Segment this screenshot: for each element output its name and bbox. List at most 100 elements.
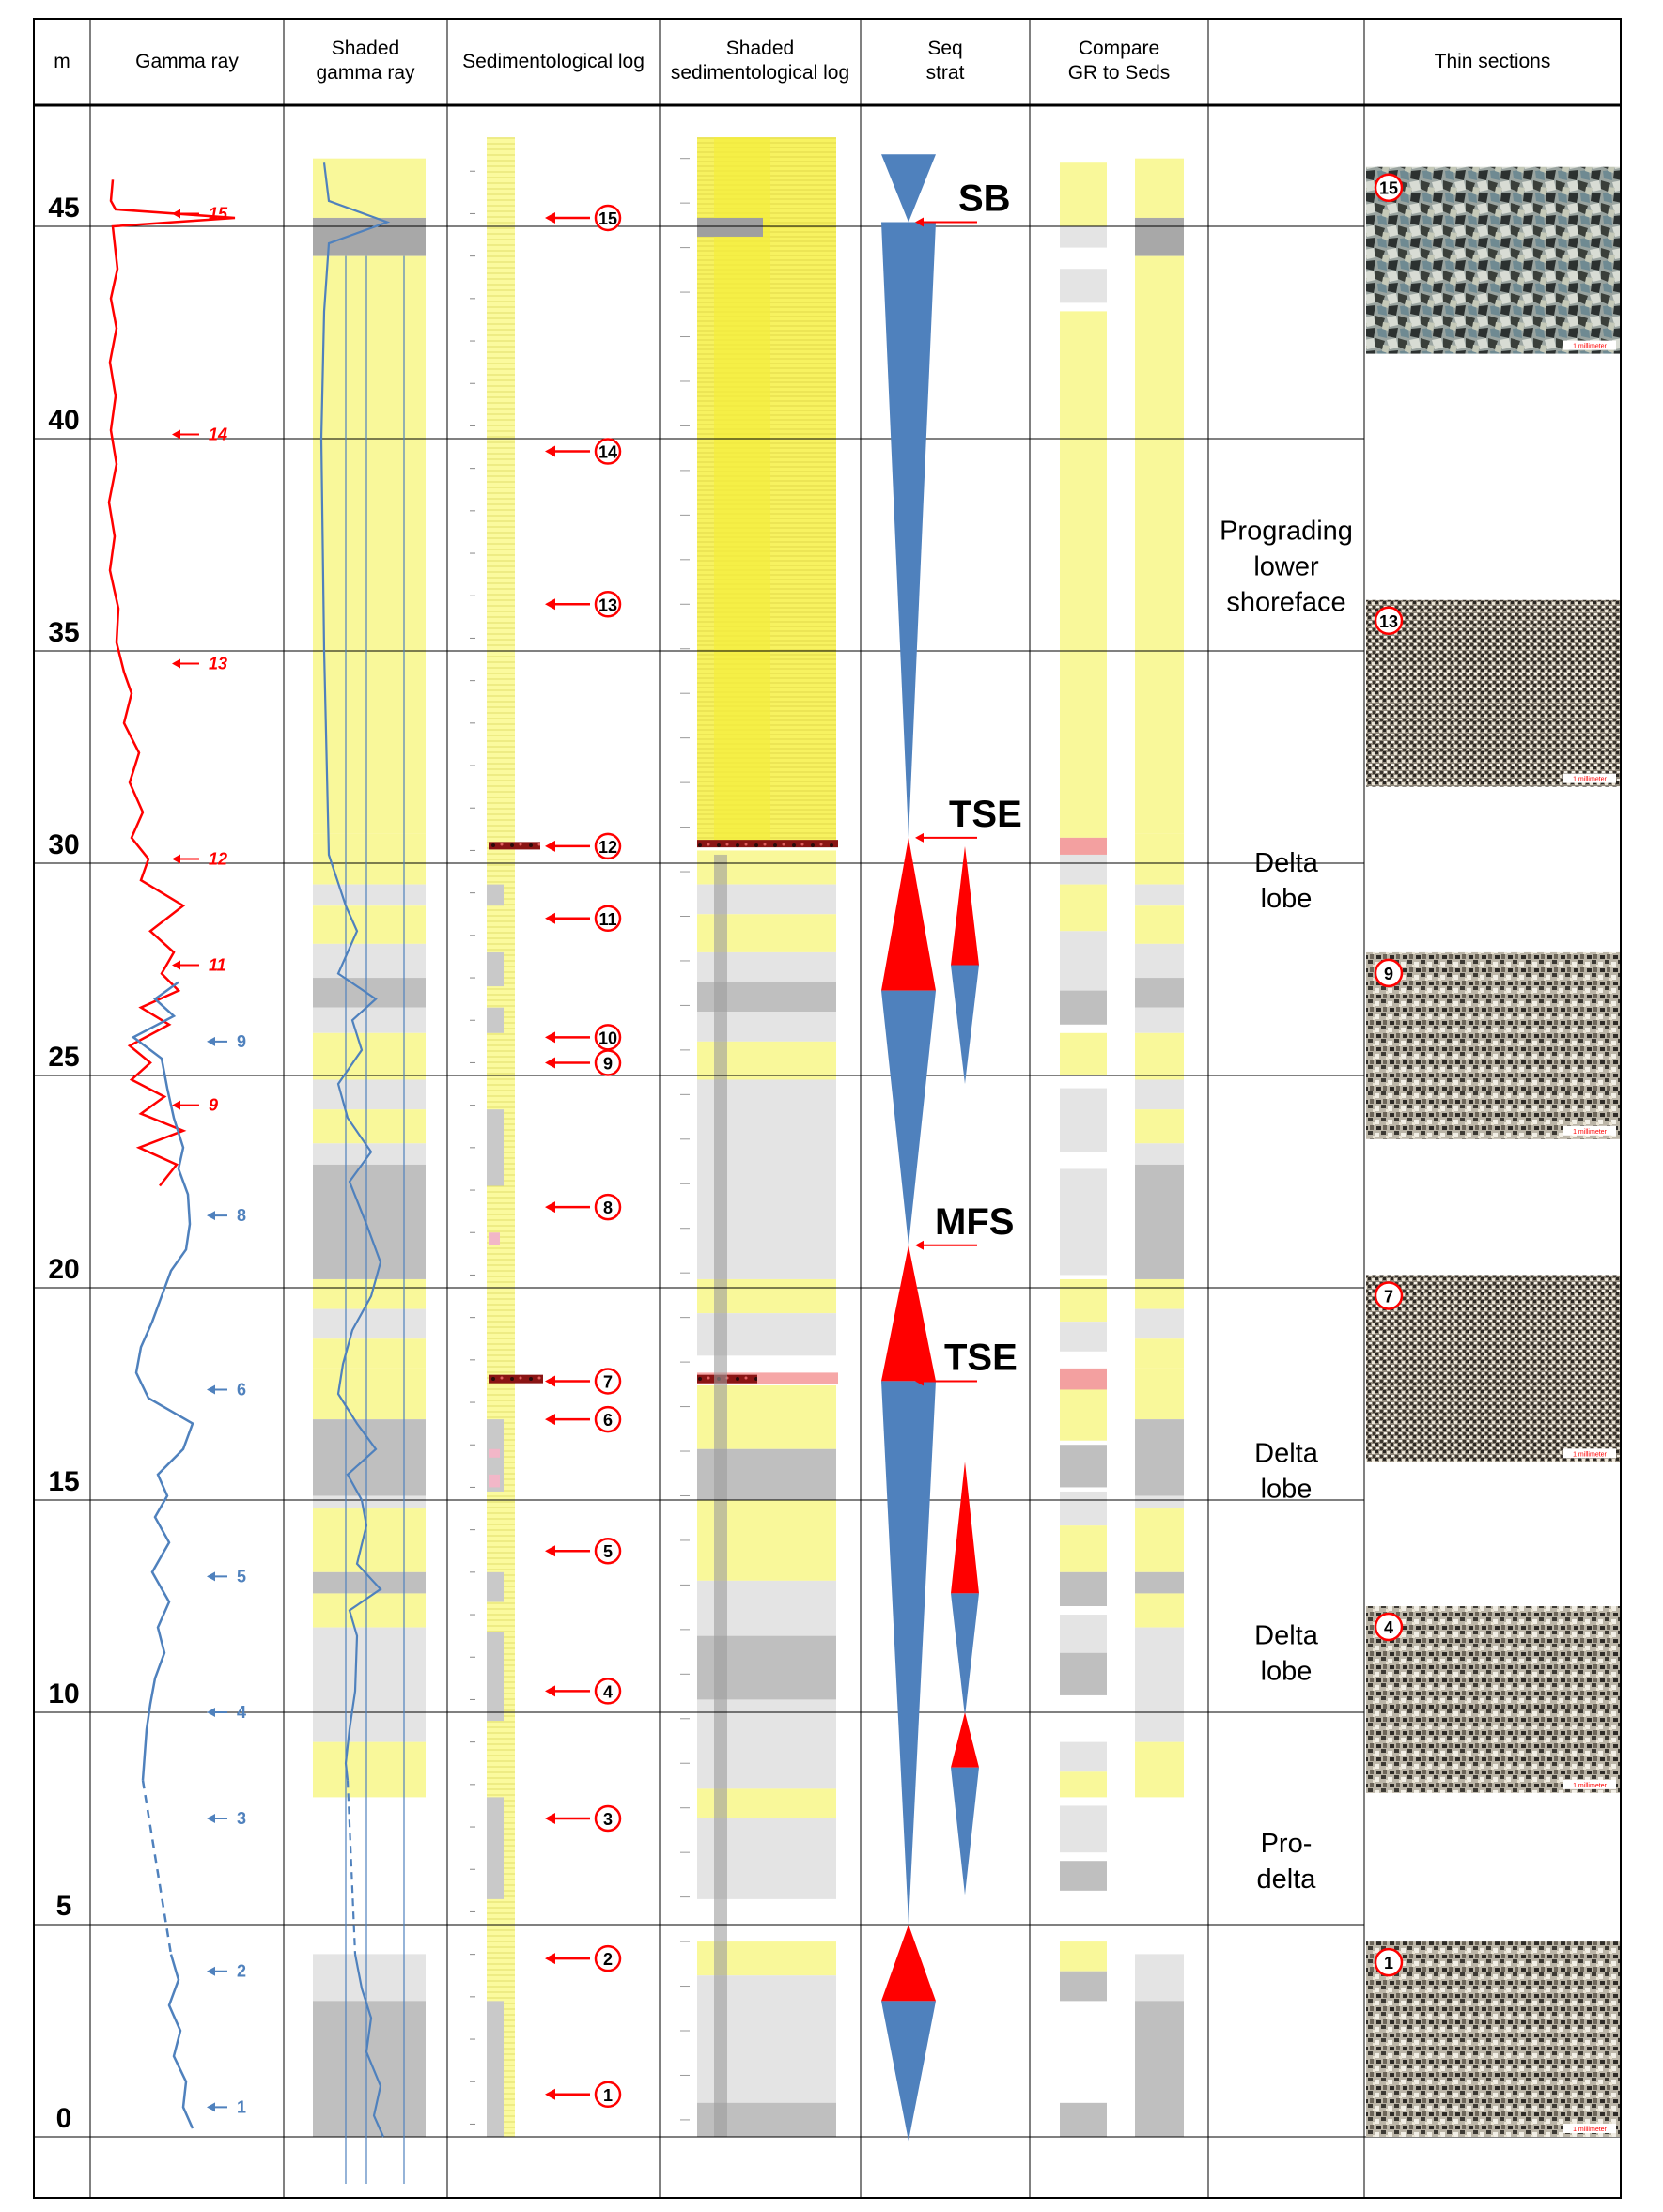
seq-regressive-triangle <box>881 1381 936 1925</box>
compare-gr-band <box>1135 1419 1184 1496</box>
sample-circle <box>594 204 622 232</box>
compare-gr-band <box>1135 158 1184 218</box>
gamma-facies-band <box>313 978 426 1008</box>
gamma-red-arrowhead <box>172 854 180 864</box>
gamma-facies-band <box>313 1627 426 1742</box>
gamma-facies-band <box>313 1419 426 1496</box>
scale-bar-text: 1 millimeter <box>1573 777 1607 783</box>
thin-section-image <box>1366 1941 1620 2137</box>
interpretation-label: Delta <box>1254 1438 1319 1468</box>
gamma-blue-arrowhead <box>207 1966 215 1976</box>
sample-number: 4 <box>603 1682 613 1701</box>
sample-circle <box>594 1804 622 1833</box>
shaded-gr-curve <box>353 1954 385 2138</box>
header-shaded-gamma-ray: gamma ray <box>316 62 415 84</box>
gamma-ray-red-curve <box>107 179 236 1187</box>
sed-log-sample-markers: 15 14 13 12 11 10 9 8 7 6 5 4 3 2 1 <box>545 204 622 2109</box>
compare-gr-band <box>1135 905 1184 944</box>
thin-section-image <box>1366 166 1620 354</box>
sample-number: 3 <box>603 1810 613 1829</box>
shaded-sed-sand-core <box>714 137 770 846</box>
compare-gr-band <box>1135 1143 1184 1165</box>
depth-label: 25 <box>48 1042 79 1073</box>
sample-circle <box>594 591 622 618</box>
interpretation-label: Pro- <box>1261 1829 1313 1859</box>
sed-log-pink-interval <box>489 1232 500 1245</box>
compare-sed-band <box>1060 837 1107 855</box>
header-shaded-sedimentological-log: sedimentological log <box>671 62 849 84</box>
compare-sed-band <box>1060 1389 1107 1441</box>
thin-section-image <box>1366 951 1620 1139</box>
sample-number: 8 <box>603 1199 613 1217</box>
surface-arrowhead <box>915 832 924 843</box>
gamma-red-sample-label: 12 <box>209 849 227 868</box>
gamma-ray-blue-gap <box>141 1780 173 1955</box>
compare-sed-band <box>1060 1615 1107 1653</box>
sample-arrowhead <box>545 840 555 852</box>
gamma-facies-band <box>313 833 426 885</box>
gamma-facies-band <box>313 1164 426 1279</box>
shaded-sed-grain-size-bar <box>714 854 727 2138</box>
seq-transgressive-triangle <box>881 1245 936 1382</box>
compare-sed-band <box>1060 1278 1107 1323</box>
compare-gr-band <box>1135 1278 1184 1309</box>
header-sedimentological-log: Sedimentological log <box>462 51 645 72</box>
header-seq-strat: Seq <box>927 38 962 59</box>
compare-sed-band <box>1060 162 1107 226</box>
compare-sed-band <box>1060 226 1107 248</box>
shaded-sed-shale-band <box>697 217 763 237</box>
sed-log-mud-interval <box>487 2001 504 2137</box>
surface-label-sb: SB <box>958 178 1011 219</box>
sequence-stratigraphy: SB TSE MFS TSE <box>881 154 1022 2142</box>
gamma-blue-sample-label: 4 <box>237 1703 246 1722</box>
seq-regressive-triangle <box>881 2001 936 2142</box>
scale-bar <box>1563 340 1616 350</box>
gamma-red-arrowhead <box>172 658 180 669</box>
gamma-blue-arrowhead <box>207 1036 215 1046</box>
gamma-ray-blue-curve <box>167 1954 194 2129</box>
gamma-facies-band <box>313 217 426 256</box>
sample-circle <box>594 1405 622 1433</box>
scale-bar-text: 1 millimeter <box>1573 2127 1607 2133</box>
gamma-facies-band <box>313 1338 426 1369</box>
scale-bar <box>1563 1779 1616 1789</box>
thin-section-label-circle <box>1374 1281 1404 1310</box>
sample-arrowhead <box>545 1057 555 1069</box>
depth-label: 45 <box>48 193 79 224</box>
sed-log-mud-interval <box>487 1571 504 1602</box>
compare-gr-band <box>1135 255 1184 834</box>
compare-gr-band <box>1135 833 1184 885</box>
surface-arrowhead <box>915 1240 924 1250</box>
compare-sed-band <box>1060 1805 1107 1853</box>
surface-arrowhead <box>915 1376 924 1386</box>
seq-regressive-triangle <box>881 222 936 838</box>
compare-gr-band <box>1135 1571 1184 1594</box>
thin-section-label-circle <box>1374 606 1404 636</box>
compare-sed-band <box>1060 1971 1107 2002</box>
surface-label-tse: TSE <box>944 1337 1018 1378</box>
compare-sed-band <box>1060 1032 1107 1075</box>
compare-sed-band <box>1060 1571 1107 1606</box>
sample-number: 12 <box>598 838 617 857</box>
shaded-gr-curve <box>319 162 391 1781</box>
gamma-blue-arrowhead <box>207 1571 215 1582</box>
thin-section-label: 13 <box>1379 612 1398 631</box>
compare-sed-band <box>1060 1941 1107 1972</box>
header-shaded-sedimentological-log: Shaded <box>726 38 794 59</box>
gamma-ray-curves: 15 14 13 12 11 9 9 8 6 5 4 3 2 1 <box>107 162 405 2184</box>
scale-bar-text: 1 millimeter <box>1573 1129 1607 1136</box>
gamma-facies-band <box>313 1495 426 1509</box>
header-thin-sections: Thin sections <box>1435 51 1551 72</box>
gamma-red-arrowhead <box>172 209 180 219</box>
sample-arrowhead <box>545 1545 555 1557</box>
interpretation-label: delta <box>1257 1864 1317 1895</box>
depth-label: 0 <box>56 2103 72 2134</box>
parasequence-regressive <box>951 1593 979 1717</box>
depth-label: 15 <box>48 1466 79 1497</box>
interpretation-column: Prograding lower shoreface Delta lobe Delta lo… <box>1220 517 1353 1895</box>
compare-gr-band <box>1135 1368 1184 1420</box>
sed-log-pink-interval <box>489 1474 500 1488</box>
interpretation-label: Delta <box>1254 1621 1319 1651</box>
compare-gr-band <box>1135 1007 1184 1033</box>
